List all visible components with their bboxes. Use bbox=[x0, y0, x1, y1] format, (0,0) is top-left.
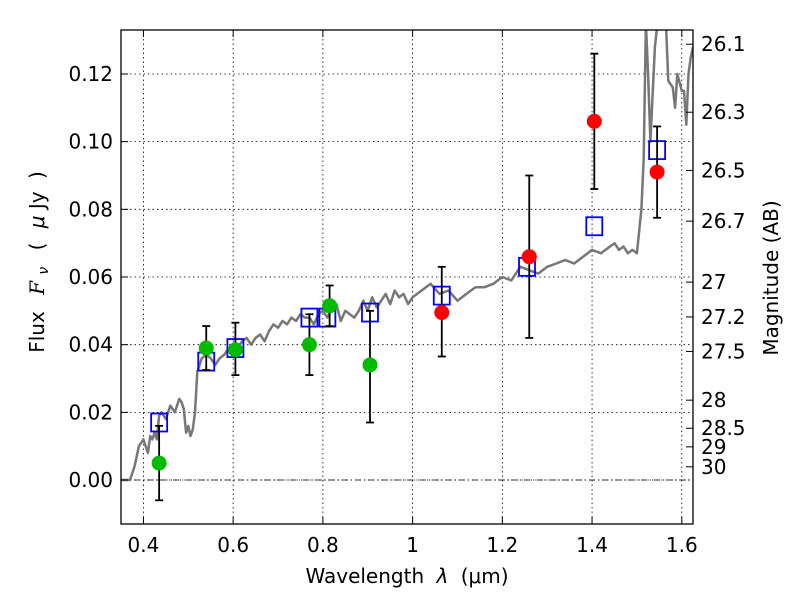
x-axis-title: Wavelength λ (μm) bbox=[305, 564, 508, 588]
x-tick-label: 1 bbox=[406, 533, 419, 557]
y-tick-label: 0.06 bbox=[68, 265, 113, 289]
model-square-marker bbox=[585, 216, 604, 237]
y-tick-label: 0.00 bbox=[68, 468, 113, 492]
detection-marker bbox=[521, 249, 537, 265]
magnitude-tick-label: 28.5 bbox=[701, 416, 746, 440]
detection-marker bbox=[198, 340, 214, 356]
detection-marker bbox=[227, 342, 243, 358]
magnitude-tick-label: 26.5 bbox=[701, 158, 746, 182]
y-axis-unit-mu: μ bbox=[25, 215, 49, 229]
detection-marker bbox=[151, 455, 167, 471]
x-axis-symbol: λ bbox=[436, 564, 449, 588]
detection-marker bbox=[434, 305, 450, 321]
detection-marker bbox=[586, 113, 602, 129]
x-tick-label: 1.4 bbox=[576, 533, 608, 557]
x-tick-label: 0.4 bbox=[128, 533, 160, 557]
axis-ticks: 0.4 0.6 0.8 1 1.2 1.4 1.6 0.00 0.02 0.04 0.06 0.08 0… bbox=[68, 30, 746, 557]
y-tick-label: 0.04 bbox=[68, 333, 113, 357]
y-tick-label: 0.12 bbox=[68, 62, 113, 86]
y2-axis-title: Magnitude (AB) bbox=[759, 200, 783, 355]
detection-marker bbox=[649, 164, 665, 180]
y-axis-unit: Jy bbox=[25, 191, 49, 211]
detection-marker bbox=[322, 298, 338, 314]
magnitude-tick-label: 27.2 bbox=[701, 305, 746, 329]
magnitude-tick-label: 26.3 bbox=[701, 100, 746, 124]
plot-area bbox=[121, 30, 693, 502]
magnitude-tick-label: 28 bbox=[701, 388, 726, 412]
magnitude-tick-label: 30 bbox=[701, 455, 726, 479]
y-axis-word: Flux bbox=[25, 311, 49, 353]
y-axis-symbol-nu: ν bbox=[36, 267, 52, 275]
x-tick-label: 0.6 bbox=[217, 533, 249, 557]
magnitude-tick-label: 29 bbox=[701, 435, 726, 459]
magnitude-tick-label: 27 bbox=[701, 270, 726, 294]
y-axis-title: Flux F ν ( μ Jy ) bbox=[25, 171, 53, 353]
x-tick-label: 1.6 bbox=[666, 533, 698, 557]
magnitude-tick-label: 26.7 bbox=[701, 209, 746, 233]
x-axis-unit: (μm) bbox=[461, 564, 509, 588]
y-axis-paren-close: ) bbox=[25, 171, 49, 179]
y-tick-label: 0.10 bbox=[68, 130, 113, 154]
y-axis-symbol-f: F bbox=[25, 280, 49, 296]
detection-marker bbox=[362, 357, 378, 373]
x-tick-label: 0.8 bbox=[307, 533, 339, 557]
detection-marker bbox=[301, 337, 317, 353]
y-tick-label: 0.08 bbox=[68, 197, 113, 221]
magnitude-tick-label: 26.1 bbox=[701, 32, 746, 56]
x-tick-label: 1.2 bbox=[486, 533, 518, 557]
y-tick-label: 0.02 bbox=[68, 400, 113, 424]
spectrum-line bbox=[121, 30, 693, 482]
x-axis-word: Wavelength bbox=[305, 564, 424, 588]
magnitude-tick-label: 27.5 bbox=[701, 339, 746, 363]
y-axis-paren-open: ( bbox=[25, 243, 49, 251]
